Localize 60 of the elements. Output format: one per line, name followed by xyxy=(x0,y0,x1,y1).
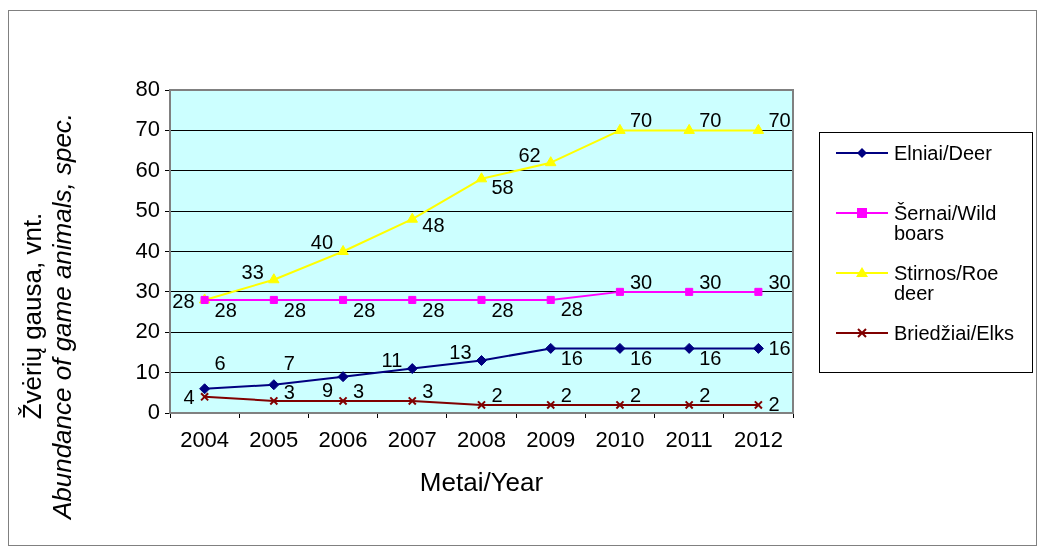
data-label: 16 xyxy=(560,347,583,370)
legend-label: Šernai/Wild boars xyxy=(894,202,998,244)
x-tick-label: 2008 xyxy=(457,427,506,453)
data-label: 70 xyxy=(768,109,791,132)
legend-label: Briedžiai/Elks xyxy=(894,322,1016,344)
x-tick-label: 2007 xyxy=(387,427,437,453)
y-tick-label: 70 xyxy=(135,116,160,142)
data-label: 16 xyxy=(768,337,791,360)
data-label: 28 xyxy=(283,298,307,321)
data-label: 28 xyxy=(214,298,237,321)
x-tick-label: 2006 xyxy=(318,427,368,453)
data-label: 3 xyxy=(283,380,295,403)
data-label: 30 xyxy=(629,270,653,293)
x-axis-title: Metai/Year xyxy=(419,466,544,497)
y-tick-label: 60 xyxy=(135,156,160,182)
legend-label: Stirnos/Roe deer xyxy=(894,262,1000,304)
data-label: 70 xyxy=(629,109,653,132)
data-label: 28 xyxy=(353,298,376,321)
data-label: 30 xyxy=(768,270,791,293)
data-label: 6 xyxy=(214,351,226,374)
data-label: 2 xyxy=(699,383,711,406)
data-label: 7 xyxy=(283,351,295,374)
data-label: 28 xyxy=(491,298,514,321)
y-tick-label: 20 xyxy=(135,318,160,344)
y-axis-title: Žvėrių gausa, vnt. Abundance of game animals, spec. xyxy=(17,112,78,522)
data-label: 4 xyxy=(183,385,195,408)
data-label: 58 xyxy=(491,175,514,198)
x-tick-label: 2011 xyxy=(665,427,713,453)
y-tick-label: 10 xyxy=(135,358,160,384)
data-label: 16 xyxy=(699,347,722,370)
data-label: 33 xyxy=(241,260,264,283)
data-label: 2 xyxy=(491,383,503,406)
data-label: 48 xyxy=(422,214,445,237)
y-tick-label: 0 xyxy=(147,399,160,425)
y-tick-label: 40 xyxy=(135,237,160,263)
data-label: 16 xyxy=(629,347,653,370)
y-tick-label: 30 xyxy=(135,277,160,303)
data-label: 3 xyxy=(422,379,434,402)
x-tick-label: 2012 xyxy=(733,427,783,453)
data-label: 2 xyxy=(768,392,780,415)
data-label: 70 xyxy=(699,109,722,132)
data-label: 28 xyxy=(172,289,195,312)
y-tick-label: 80 xyxy=(135,76,160,102)
data-label: 3 xyxy=(353,379,365,402)
data-label: 62 xyxy=(518,143,541,166)
data-label: 2 xyxy=(560,383,572,406)
x-tick-label: 2010 xyxy=(595,427,645,453)
legend-label: Elniai/Deer xyxy=(894,142,993,164)
data-label: 28 xyxy=(422,298,445,321)
x-tick-label: 2005 xyxy=(249,427,299,453)
data-label: 13 xyxy=(449,340,472,363)
data-label: 30 xyxy=(699,270,722,293)
x-tick-label: 2009 xyxy=(526,427,576,453)
data-label: 40 xyxy=(310,230,334,253)
data-label: 11 xyxy=(381,348,403,371)
x-tick-label: 2004 xyxy=(180,427,230,453)
data-label: 9 xyxy=(321,378,334,401)
data-label: 28 xyxy=(560,297,583,320)
data-label: 2 xyxy=(629,383,642,406)
y-tick-label: 50 xyxy=(135,197,160,223)
